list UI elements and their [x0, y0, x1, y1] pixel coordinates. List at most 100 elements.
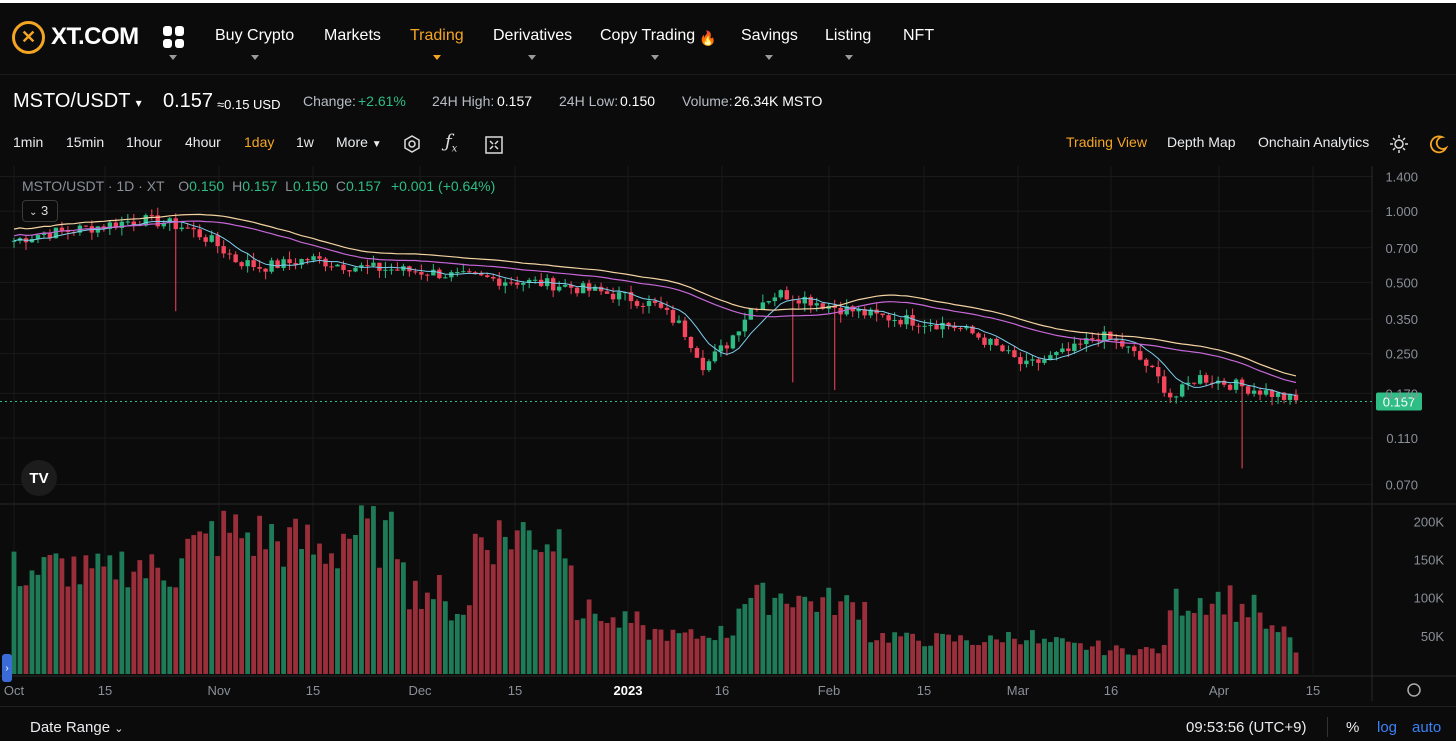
candle-body — [215, 235, 220, 247]
volume-bar — [1131, 655, 1137, 674]
interval-15min[interactable]: 15min — [66, 134, 105, 150]
candle-body — [1150, 365, 1155, 368]
volume-bar — [1275, 632, 1281, 674]
volume-bar — [23, 585, 29, 674]
volume-bar — [772, 597, 778, 674]
moon-icon[interactable] — [1429, 134, 1449, 154]
candle-body — [592, 286, 598, 291]
bottom-bar: Date Range ⌄ 09:53:56 (UTC+9) % log auto — [0, 706, 1456, 741]
candle-body — [586, 283, 592, 291]
indicator-toggle[interactable]: ⌄ 3 — [22, 200, 58, 222]
volume-bar — [1155, 653, 1161, 674]
time-tick-label: Apr — [1209, 683, 1230, 698]
volume-bar — [353, 534, 358, 674]
fullscreen-icon[interactable] — [484, 135, 504, 155]
candle-body — [209, 235, 214, 242]
volume-bar — [41, 557, 47, 674]
more-intervals-button[interactable]: More ▼ — [336, 134, 382, 150]
candle-body — [682, 320, 688, 337]
chart-area[interactable]: 0.157 1.400 1.000 0.700 0.500 0.350 0.250 0.170… — [0, 166, 1456, 701]
time-tick-label: 16 — [1104, 683, 1118, 698]
volume-bar — [454, 613, 460, 674]
volume-bar — [1006, 631, 1011, 674]
volume-bar — [514, 530, 520, 674]
auto-toggle[interactable]: auto — [1412, 719, 1442, 736]
tradingview-logo-icon[interactable]: TV — [21, 460, 57, 496]
volume-bar — [550, 551, 556, 674]
volume-bar — [1024, 640, 1029, 674]
expand-panel-handle[interactable]: › — [2, 654, 12, 682]
candle-body — [604, 291, 610, 294]
volume-bar — [982, 642, 987, 674]
apps-grid-icon[interactable] — [163, 26, 185, 48]
pair-selector[interactable]: MSTO/USDT ▾ — [13, 90, 142, 113]
candle-body — [1018, 357, 1023, 365]
time-tick-label: Dec — [408, 683, 432, 698]
date-range-button[interactable]: Date Range ⌄ — [30, 719, 123, 736]
volume-bar — [245, 532, 251, 674]
interval-1day[interactable]: 1day — [244, 134, 275, 150]
legend-symbol: MSTO/USDT · 1D · XT — [22, 178, 165, 194]
volume-bar — [323, 563, 328, 674]
nav-buy-crypto[interactable]: Buy Crypto — [215, 27, 295, 44]
axis-settings-icon[interactable] — [1407, 683, 1421, 697]
volume-bar — [652, 628, 658, 674]
nav-copy-trading[interactable]: Copy Trading — [600, 27, 696, 44]
candle-body — [1132, 346, 1137, 352]
candle-body — [886, 315, 891, 321]
interval-1w[interactable]: 1w — [296, 134, 314, 150]
candle-body — [1138, 351, 1143, 360]
candle-body — [1090, 338, 1095, 340]
tab-trading-view[interactable]: Trading View — [1066, 134, 1147, 150]
candle-body — [1114, 339, 1119, 341]
nav-trading[interactable]: Trading — [410, 27, 464, 44]
candle-body — [83, 225, 89, 227]
sun-icon[interactable] — [1389, 134, 1409, 154]
nav-savings[interactable]: Savings — [741, 27, 798, 44]
volume-bar — [838, 601, 844, 674]
interval-1min[interactable]: 1min — [13, 134, 44, 150]
volume-bar — [1263, 628, 1269, 674]
volume-bar — [1245, 617, 1251, 674]
candle-body — [952, 325, 957, 329]
settings-icon[interactable] — [402, 134, 422, 154]
interval-4hour[interactable]: 4hour — [185, 134, 221, 150]
volume-bar — [371, 506, 376, 674]
logo[interactable]: ✕ XT.COM — [12, 20, 139, 54]
volume-bar — [155, 567, 161, 674]
candle-body — [11, 240, 17, 242]
volume-bar — [1179, 615, 1185, 674]
tab-onchain-analytics[interactable]: Onchain Analytics — [1258, 134, 1370, 150]
volume-bar — [634, 611, 640, 674]
volume-bar — [478, 537, 484, 674]
tab-depth-map[interactable]: Depth Map — [1167, 134, 1236, 150]
caret-down-icon: ▼ — [371, 139, 382, 150]
candlestick-chart[interactable]: 0.157 1.400 1.000 0.700 0.500 0.350 0.250 0.170… — [0, 166, 1456, 701]
nav-derivatives[interactable]: Derivatives — [493, 27, 573, 44]
log-toggle[interactable]: log — [1377, 719, 1398, 736]
volume-bar — [119, 551, 125, 674]
interval-1hour[interactable]: 1hour — [126, 134, 162, 150]
volume-bar — [484, 550, 490, 674]
candle-body — [640, 305, 646, 307]
volume-bar — [970, 644, 975, 674]
volume-bar — [472, 533, 478, 674]
volume-bar — [1185, 610, 1191, 674]
volume-bar — [1089, 646, 1095, 674]
indicators-icon[interactable]: ƒx — [445, 131, 458, 155]
nav-listing[interactable]: Listing — [825, 27, 872, 44]
candle-body — [179, 227, 184, 230]
candle-body — [1185, 382, 1191, 385]
candle-body — [1293, 394, 1299, 401]
volume-bar — [1000, 642, 1005, 674]
chevron-down-icon — [765, 55, 773, 60]
price-tick-label: 0.170 — [1385, 386, 1418, 401]
percent-toggle[interactable]: % — [1346, 719, 1360, 736]
candle-body — [628, 292, 634, 302]
volume-bar — [107, 555, 113, 674]
nav-nft[interactable]: NFT — [903, 27, 935, 44]
volume-bar — [1227, 585, 1233, 674]
nav-markets[interactable]: Markets — [324, 27, 381, 44]
volume-bar — [604, 623, 610, 674]
candle-body — [712, 351, 718, 362]
